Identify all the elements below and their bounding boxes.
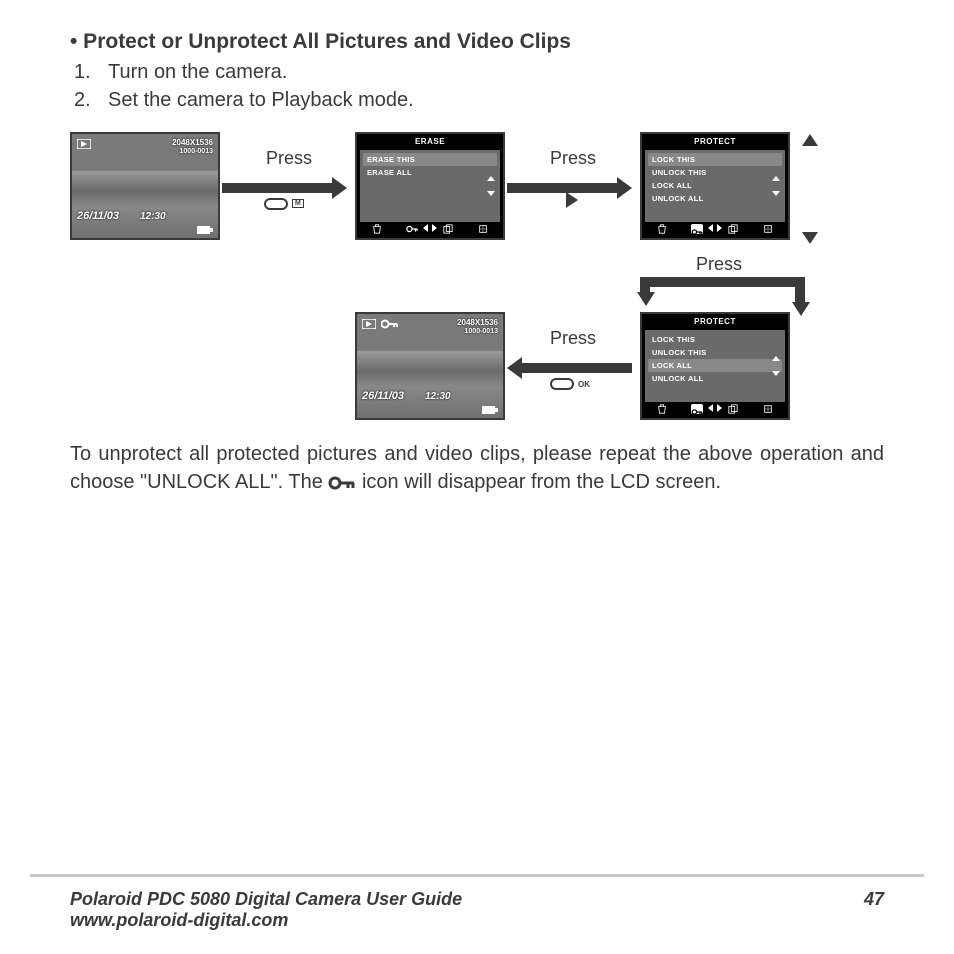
lcd2-time: 12:30 — [425, 391, 451, 402]
step-1: 1. Turn on the camera. — [74, 58, 884, 86]
footer-page: 47 — [864, 889, 884, 931]
trash-icon — [371, 224, 383, 234]
protect-menu-1-item-0: LOCK THIS — [648, 153, 782, 166]
key-icon — [406, 224, 418, 234]
press-label-3: Press — [696, 254, 742, 275]
press-label-4: Press — [550, 328, 596, 349]
protect-menu-1-footer — [642, 222, 788, 236]
leftright-icon — [423, 224, 437, 234]
step-2-num: 2. — [74, 86, 108, 114]
updown-icon — [772, 356, 780, 376]
nav-right-icon — [566, 192, 578, 208]
diagram: 2048X1536 1000-0013 26/11/03 12:30 Press… — [60, 132, 860, 422]
footer-left: Polaroid PDC 5080 Digital Camera User Gu… — [70, 889, 462, 931]
erase-menu-item-0: ERASE THIS — [363, 153, 497, 166]
para-part-2: icon will disappear from the LCD screen. — [362, 471, 721, 493]
rotate-icon — [762, 224, 774, 234]
battery-icon — [482, 406, 498, 414]
protect-menu-2-item-2: LOCK ALL — [648, 359, 782, 372]
protect-menu-2-item-0: LOCK THIS — [648, 333, 782, 346]
protect-menu-1-item-3: UNLOCK ALL — [648, 192, 782, 205]
copy-icon — [442, 224, 454, 234]
arrow-4 — [507, 357, 632, 379]
protect-menu-1-title: PROTECT — [642, 134, 788, 150]
lcd2-counter: 1000-0013 — [465, 328, 498, 335]
lcd-playback-2: 2048X1536 1000-0013 26/11/03 12:30 — [355, 312, 505, 420]
protect-menu-2: PROTECT LOCK THIS UNLOCK THIS LOCK ALL U… — [640, 312, 790, 420]
lcd-time: 12:30 — [140, 211, 166, 222]
updown-icon — [772, 176, 780, 196]
protect-menu-2-item-3: UNLOCK ALL — [648, 372, 782, 385]
footer-url: www.polaroid-digital.com — [70, 910, 462, 931]
rotate-icon — [762, 404, 774, 414]
lcd-date: 26/11/03 — [77, 210, 119, 222]
leftright-icon — [708, 404, 722, 414]
nav-up-icon — [802, 134, 818, 146]
steps-list: 1. Turn on the camera. 2. Set the camera… — [70, 58, 884, 114]
updown-icon — [487, 176, 495, 196]
step-1-text: Turn on the camera. — [108, 58, 287, 86]
erase-menu-item-1: ERASE ALL — [363, 166, 497, 179]
arrow-1 — [222, 177, 347, 199]
press-label-1: Press — [266, 148, 312, 169]
protect-menu-1: PROTECT LOCK THIS UNLOCK THIS LOCK ALL U… — [640, 132, 790, 240]
step-2-text: Set the camera to Playback mode. — [108, 86, 414, 114]
lcd-playback-1: 2048X1536 1000-0013 26/11/03 12:30 — [70, 132, 220, 240]
rotate-icon — [477, 224, 489, 234]
protect-menu-1-item-2: LOCK ALL — [648, 179, 782, 192]
erase-menu-title: ERASE — [357, 134, 503, 150]
lcd2-date: 26/11/03 — [362, 390, 404, 402]
playback-icon — [362, 319, 376, 329]
arrow-3-h — [640, 277, 805, 287]
lcd-resolution: 2048X1536 — [172, 138, 213, 147]
press-label-2: Press — [550, 148, 596, 169]
lcd-counter: 1000-0013 — [180, 148, 213, 155]
playback-icon — [77, 139, 91, 149]
section-heading: • Protect or Unprotect All Pictures and … — [70, 30, 884, 54]
key-icon-active — [691, 404, 703, 414]
leftright-icon — [708, 224, 722, 234]
page-footer: Polaroid PDC 5080 Digital Camera User Gu… — [0, 874, 954, 954]
button-m — [264, 198, 288, 210]
protect-menu-2-footer — [642, 402, 788, 416]
step-2: 2. Set the camera to Playback mode. — [74, 86, 884, 114]
button-ok — [550, 378, 574, 390]
trash-icon — [656, 224, 668, 234]
protect-menu-2-item-1: UNLOCK THIS — [648, 346, 782, 359]
erase-menu-footer — [357, 222, 503, 236]
arrow-3-head-r — [792, 302, 810, 316]
protect-menu-1-item-1: UNLOCK THIS — [648, 166, 782, 179]
trash-icon — [656, 404, 668, 414]
lcd2-resolution: 2048X1536 — [457, 318, 498, 327]
instruction-paragraph: To unprotect all protected pictures and … — [70, 440, 884, 496]
button-ok-label: OK — [578, 380, 590, 389]
key-overlay-icon — [381, 319, 399, 329]
nav-down-icon — [802, 232, 818, 244]
step-1-num: 1. — [74, 58, 108, 86]
battery-icon — [197, 226, 213, 234]
protect-menu-2-title: PROTECT — [642, 314, 788, 330]
footer-divider — [30, 874, 924, 877]
arrow-3-head-l — [637, 292, 655, 306]
copy-icon — [727, 224, 739, 234]
footer-title: Polaroid PDC 5080 Digital Camera User Gu… — [70, 889, 462, 910]
button-m-label: M — [292, 199, 304, 208]
key-icon-active — [691, 224, 703, 234]
copy-icon — [727, 404, 739, 414]
key-inline-icon — [328, 475, 356, 491]
erase-menu: ERASE ERASE THIS ERASE ALL — [355, 132, 505, 240]
